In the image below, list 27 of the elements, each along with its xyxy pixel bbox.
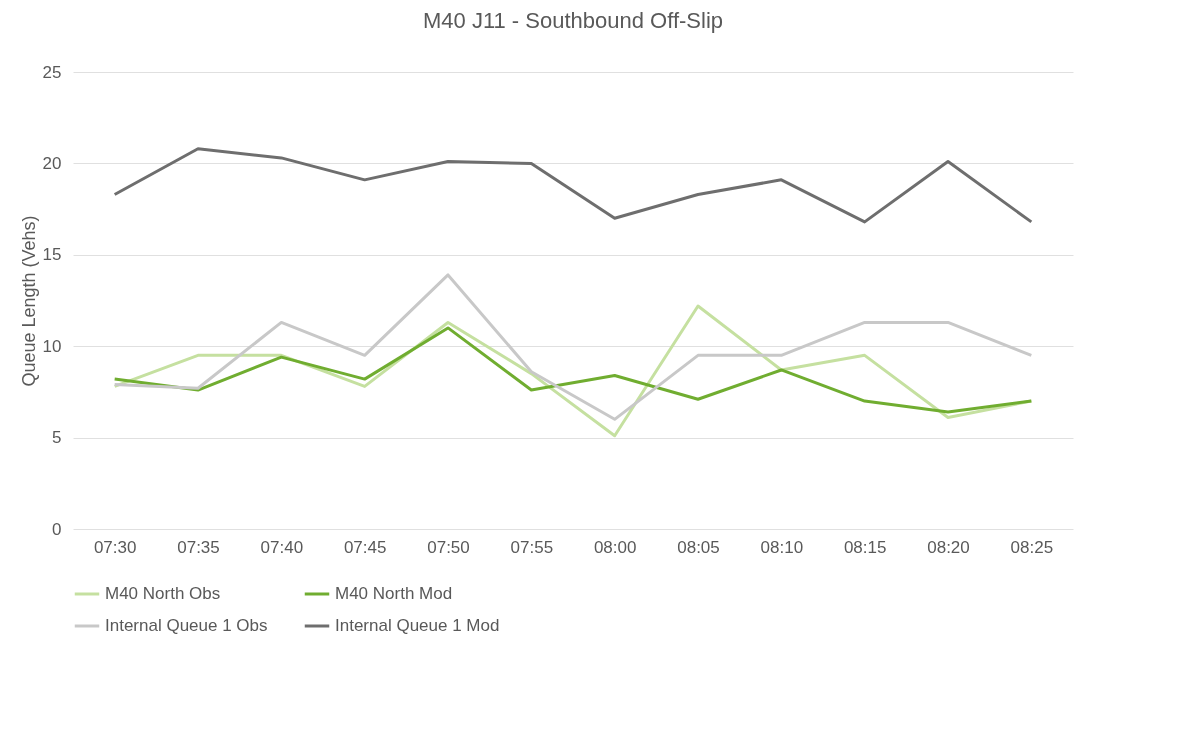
y-tick-label: 15	[42, 245, 62, 265]
y-tick-label: 20	[42, 153, 62, 173]
y-tick-label: 5	[52, 428, 62, 448]
y-axis-title: Queue Length (Vehs)	[18, 215, 39, 387]
x-tick-label: 07:45	[343, 537, 387, 557]
x-tick-label: 07:30	[93, 537, 137, 557]
legend-label: Internal Queue 1 Obs	[105, 616, 268, 635]
line-series	[113, 273, 1033, 421]
line-series	[113, 326, 1033, 414]
legend-label: M40 North Obs	[105, 584, 221, 603]
y-tick-label: 10	[42, 336, 62, 356]
legend-label: M40 North Mod	[335, 584, 453, 603]
x-tick-label: 07:40	[260, 537, 304, 557]
x-tick-label: 07:35	[177, 537, 220, 557]
x-tick-label: 07:50	[427, 537, 470, 557]
x-tick-label: 08:05	[677, 537, 720, 557]
x-tick-label: 08:15	[843, 537, 887, 557]
line-series	[113, 147, 1033, 224]
y-tick-label: 25	[42, 62, 62, 82]
x-tick-label: 08:25	[1010, 537, 1054, 557]
x-tick-label: 08:00	[593, 537, 637, 557]
x-tick-label: 08:10	[760, 537, 804, 557]
x-tick-label: 07:55	[510, 537, 554, 557]
legend-label: Internal Queue 1 Mod	[335, 616, 500, 635]
x-tick-label: 08:20	[927, 537, 970, 557]
chart-title: M40 J11 - Southbound Off-Slip	[422, 8, 724, 33]
y-tick-label: 0	[52, 519, 62, 539]
